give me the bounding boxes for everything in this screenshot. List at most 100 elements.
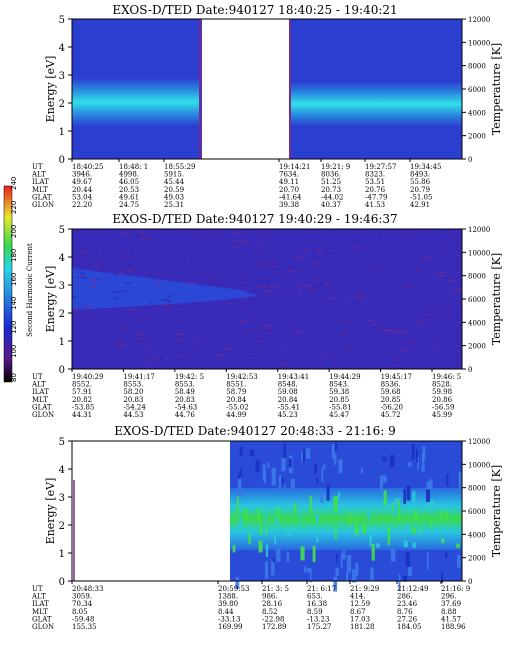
ephemeris-cell: 20.70 bbox=[279, 186, 299, 194]
noise-speck bbox=[315, 262, 322, 264]
ephemeris-cell: 19:34:45 bbox=[410, 163, 441, 171]
texture-streak bbox=[446, 527, 448, 534]
noise-speck bbox=[117, 256, 122, 258]
noise-speck bbox=[322, 260, 331, 263]
ephemeris-cell: 20.59 bbox=[164, 186, 184, 194]
noise-speck bbox=[256, 362, 264, 364]
noise-speck bbox=[375, 268, 382, 270]
temperature-tick-label: 8000 bbox=[468, 273, 486, 281]
noise-speck bbox=[205, 325, 211, 327]
noise-speck bbox=[118, 344, 125, 346]
panel-2: EXOS-D/TED Date:940127 19:40:29 - 19:46:… bbox=[31, 212, 503, 419]
noise-speck bbox=[183, 314, 190, 316]
texture-streak bbox=[371, 543, 375, 561]
noise-speck bbox=[390, 330, 397, 332]
noise-speck bbox=[113, 297, 118, 299]
panel-1-title: EXOS-D/TED Date:940127 18:40:25 - 19:40:… bbox=[112, 3, 397, 17]
temperature-tick-label: 4000 bbox=[468, 109, 486, 117]
ephemeris-cell: -55.41 bbox=[278, 403, 300, 411]
temperature-tick-label: 10000 bbox=[468, 39, 490, 47]
texture-streak bbox=[336, 554, 338, 563]
noise-speck bbox=[270, 352, 278, 354]
noise-speck bbox=[185, 364, 188, 367]
noise-speck bbox=[294, 256, 301, 258]
noise-speck bbox=[185, 247, 188, 249]
texture-streak bbox=[271, 467, 276, 486]
noise-speck bbox=[377, 249, 381, 251]
noise-speck bbox=[445, 313, 451, 315]
texture-streak bbox=[293, 503, 297, 514]
texture-streak bbox=[352, 569, 357, 583]
noise-speck bbox=[174, 359, 177, 361]
noise-speck bbox=[353, 245, 361, 247]
texture-streak bbox=[281, 458, 286, 472]
panel-3-ylabel-temperature: Temperature [K] bbox=[490, 465, 503, 557]
ephemeris-row-label: GLAT bbox=[32, 403, 52, 411]
noise-speck bbox=[237, 324, 245, 327]
noise-speck bbox=[233, 304, 240, 306]
texture-streak bbox=[263, 470, 266, 484]
energy-tick-label: 5 bbox=[59, 225, 65, 236]
texture-streak bbox=[407, 462, 412, 467]
noise-speck bbox=[402, 298, 410, 300]
noise-speck bbox=[347, 347, 352, 350]
ephemeris-cell: 8.67 bbox=[350, 608, 366, 616]
texture-streak bbox=[367, 509, 371, 521]
texture-streak bbox=[323, 464, 326, 470]
noise-speck bbox=[253, 290, 258, 292]
texture-streak bbox=[333, 496, 338, 512]
noise-speck bbox=[90, 286, 97, 288]
ephemeris-cell: -53.85 bbox=[72, 403, 94, 411]
texture-streak bbox=[249, 449, 255, 457]
texture-streak bbox=[239, 446, 243, 456]
noise-speck bbox=[155, 283, 162, 285]
noise-speck bbox=[207, 348, 214, 351]
texture-streak bbox=[396, 497, 400, 505]
ephemeris-cell: -41.64 bbox=[279, 193, 302, 201]
noise-speck bbox=[162, 264, 167, 266]
texture-streak bbox=[306, 568, 312, 573]
noise-speck bbox=[238, 320, 247, 323]
noise-speck bbox=[232, 303, 237, 305]
ephemeris-cell: 59.68 bbox=[381, 388, 401, 396]
noise-speck bbox=[307, 282, 311, 284]
noise-speck bbox=[325, 241, 331, 243]
noise-speck bbox=[327, 297, 335, 300]
noise-speck bbox=[246, 330, 251, 332]
colorbar: 240 220 200 180 160 140 120 100 80 Second Harmon… bbox=[3, 177, 34, 383]
texture-streak bbox=[428, 500, 430, 508]
temperature-tick-label: 6000 bbox=[468, 86, 486, 94]
ephemeris-cell: -55.02 bbox=[226, 403, 248, 411]
ephemeris-cell: 49.03 bbox=[164, 193, 184, 201]
noise-speck bbox=[447, 242, 455, 244]
texture-streak bbox=[271, 560, 275, 576]
ephemeris-cell: 21: 3: 5 bbox=[262, 585, 289, 593]
ephemeris-cell: 3946. bbox=[72, 171, 92, 179]
noise-speck bbox=[91, 280, 97, 282]
ephemeris-cell: 39.38 bbox=[279, 201, 299, 209]
texture-streak bbox=[403, 540, 408, 548]
panel-3-texture bbox=[232, 442, 462, 592]
texture-streak bbox=[232, 545, 236, 553]
texture-streak bbox=[264, 561, 269, 579]
ephemeris-cell: 188.96 bbox=[441, 623, 466, 631]
texture-streak bbox=[440, 572, 444, 583]
colorbar-tick-label: 120 bbox=[10, 321, 18, 334]
ephemeris-cell: 41.53 bbox=[365, 201, 385, 209]
noise-speck bbox=[137, 236, 140, 238]
texture-streak bbox=[341, 521, 343, 528]
ephemeris-cell: 175.27 bbox=[307, 623, 332, 631]
panel-2-plume bbox=[72, 268, 260, 310]
noise-speck bbox=[248, 347, 254, 350]
ephemeris-cell: 58.79 bbox=[226, 388, 246, 396]
noise-speck bbox=[316, 250, 324, 252]
ephemeris-cell: 20.83 bbox=[175, 396, 195, 404]
noise-speck bbox=[164, 358, 169, 360]
ephemeris-row-label: UT bbox=[32, 373, 43, 381]
ephemeris-row-label: ALT bbox=[31, 381, 46, 389]
noise-speck bbox=[259, 264, 264, 266]
texture-streak bbox=[446, 473, 449, 487]
noise-speck bbox=[442, 299, 445, 302]
texture-streak bbox=[315, 513, 319, 522]
ephemeris-row-label: MLT bbox=[32, 186, 48, 194]
